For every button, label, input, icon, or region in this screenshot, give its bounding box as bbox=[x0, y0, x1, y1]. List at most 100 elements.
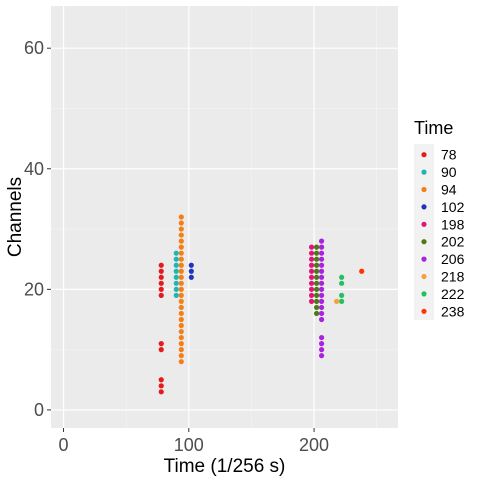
point-time-102 bbox=[188, 268, 194, 274]
point-time-94 bbox=[178, 286, 184, 292]
point-time-206 bbox=[318, 316, 325, 323]
legend-label-202: 202 bbox=[441, 234, 465, 250]
point-time-94 bbox=[178, 262, 184, 268]
point-time-78 bbox=[158, 347, 164, 353]
point-time-78 bbox=[158, 341, 164, 347]
point-time-78 bbox=[158, 280, 164, 286]
point-time-78 bbox=[158, 268, 164, 274]
point-time-202 bbox=[313, 298, 320, 304]
point-time-94 bbox=[178, 310, 184, 317]
legend-label-78: 78 bbox=[441, 147, 457, 163]
x-tick-label: 100 bbox=[174, 435, 204, 455]
point-time-94 bbox=[178, 256, 184, 262]
point-time-94 bbox=[178, 244, 184, 250]
point-time-90 bbox=[173, 292, 179, 298]
point-time-206 bbox=[318, 347, 325, 353]
grid-major bbox=[51, 6, 398, 428]
point-time-94 bbox=[178, 214, 184, 220]
legend-label-222: 222 bbox=[441, 286, 465, 302]
point-time-206 bbox=[318, 292, 325, 298]
point-time-206 bbox=[318, 341, 325, 347]
legend-label-198: 198 bbox=[441, 216, 465, 232]
legend-marker-202 bbox=[421, 239, 427, 245]
point-time-78 bbox=[158, 377, 164, 383]
point-time-90 bbox=[173, 286, 179, 292]
point-time-94 bbox=[178, 322, 184, 329]
point-time-198 bbox=[308, 244, 315, 250]
point-time-206 bbox=[318, 262, 325, 268]
legend-marker-94 bbox=[421, 186, 427, 193]
point-time-222 bbox=[339, 280, 345, 286]
x-axis: 0 100 200 bbox=[59, 428, 329, 455]
point-time-202 bbox=[313, 274, 320, 280]
legend-label-206: 206 bbox=[441, 251, 465, 267]
point-time-94 bbox=[178, 220, 184, 226]
point-time-78 bbox=[158, 292, 164, 298]
point-time-102 bbox=[188, 274, 194, 280]
point-time-198 bbox=[308, 256, 315, 262]
legend-marker-218 bbox=[421, 273, 427, 280]
y-tick-label: 40 bbox=[24, 159, 44, 179]
point-time-218 bbox=[334, 298, 340, 304]
point-time-94 bbox=[178, 341, 184, 347]
point-time-198 bbox=[308, 268, 315, 274]
point-time-94 bbox=[178, 238, 184, 244]
point-time-202 bbox=[313, 262, 320, 268]
point-time-94 bbox=[178, 232, 184, 238]
point-time-90 bbox=[173, 256, 179, 262]
y-axis-title: Channels bbox=[5, 177, 26, 257]
point-time-202 bbox=[313, 292, 320, 298]
point-time-90 bbox=[173, 274, 179, 280]
x-tick-label: 0 bbox=[59, 435, 69, 455]
point-time-94 bbox=[178, 347, 184, 353]
point-time-90 bbox=[173, 280, 179, 286]
legend-marker-222 bbox=[421, 291, 427, 297]
point-time-206 bbox=[318, 286, 325, 292]
point-time-90 bbox=[173, 268, 179, 274]
legend-title: Time bbox=[414, 118, 453, 138]
point-time-206 bbox=[318, 256, 325, 262]
point-time-206 bbox=[318, 304, 325, 311]
y-tick-label: 20 bbox=[24, 279, 44, 299]
point-time-90 bbox=[173, 262, 179, 268]
legend-label-238: 238 bbox=[441, 303, 465, 319]
point-time-78 bbox=[158, 274, 164, 280]
point-time-202 bbox=[313, 244, 320, 250]
point-time-202 bbox=[313, 256, 320, 262]
point-time-94 bbox=[178, 334, 184, 341]
point-time-222 bbox=[339, 292, 345, 298]
legend-marker-198 bbox=[421, 221, 427, 227]
legend-label-102: 102 bbox=[441, 199, 465, 215]
plot-panel bbox=[51, 6, 398, 428]
point-time-202 bbox=[313, 280, 320, 286]
point-time-202 bbox=[313, 304, 320, 311]
point-time-94 bbox=[178, 226, 184, 232]
point-time-206 bbox=[318, 280, 325, 286]
legend-label-94: 94 bbox=[441, 182, 457, 198]
legend-key-background bbox=[414, 144, 434, 320]
legend-marker-238 bbox=[421, 308, 427, 314]
point-time-94 bbox=[178, 268, 184, 274]
point-time-202 bbox=[313, 268, 320, 274]
point-time-90 bbox=[173, 250, 179, 256]
point-time-202 bbox=[313, 286, 320, 292]
point-time-94 bbox=[178, 353, 184, 359]
legend-marker-102 bbox=[421, 204, 427, 210]
point-time-198 bbox=[308, 286, 315, 292]
point-time-94 bbox=[178, 250, 184, 256]
point-time-206 bbox=[318, 238, 325, 244]
legend-marker-206 bbox=[421, 256, 427, 262]
point-time-78 bbox=[158, 389, 164, 395]
point-time-222 bbox=[339, 274, 345, 280]
point-time-202 bbox=[313, 250, 320, 256]
point-time-94 bbox=[178, 274, 184, 280]
point-time-206 bbox=[318, 310, 325, 317]
point-time-94 bbox=[178, 292, 184, 298]
x-tick-label: 200 bbox=[299, 435, 329, 455]
point-time-198 bbox=[308, 292, 315, 298]
y-tick-label: 60 bbox=[24, 38, 44, 58]
point-time-198 bbox=[308, 298, 315, 304]
point-time-94 bbox=[178, 328, 184, 335]
